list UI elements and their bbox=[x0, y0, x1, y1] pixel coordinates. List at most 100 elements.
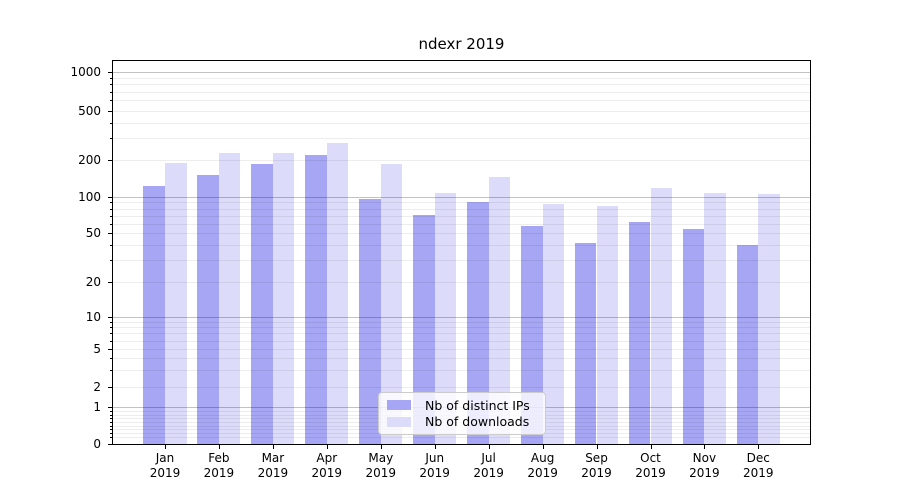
x-tick bbox=[542, 445, 544, 449]
y-tick-label: 100 bbox=[78, 189, 101, 204]
x-tick bbox=[596, 445, 598, 449]
x-tick bbox=[704, 445, 706, 449]
legend: Nb of distinct IPs Nb of downloads bbox=[378, 392, 546, 435]
legend-swatch-downloads bbox=[387, 416, 411, 427]
y-tick bbox=[108, 407, 112, 409]
y-minor-tick bbox=[110, 333, 112, 335]
bar-distinct-ips-jul bbox=[467, 201, 489, 444]
y-minor-tick bbox=[110, 223, 112, 225]
y-minor-tick bbox=[110, 429, 112, 431]
bar-downloads-oct bbox=[650, 187, 673, 444]
legend-item-downloads: Nb of downloads bbox=[387, 414, 537, 429]
plot-area: ndexr 2019 0 1 2 5 10 20 50 100 200 500 1000 Jan 201… bbox=[70, 35, 811, 480]
legend-label-distinct-ips: Nb of distinct IPs bbox=[425, 397, 530, 413]
y-tick bbox=[108, 160, 112, 161]
bar-downloads-nov bbox=[704, 192, 726, 444]
y-tick-label: 10 bbox=[85, 309, 101, 324]
y-tick-label: 200 bbox=[78, 153, 101, 167]
x-tick-label: Dec 2019 bbox=[743, 451, 774, 480]
bar-distinct-ips-jan bbox=[143, 186, 165, 444]
x-tick-label: Aug 2019 bbox=[527, 451, 558, 480]
y-minor-tick bbox=[110, 215, 112, 217]
gridline bbox=[113, 122, 810, 124]
y-minor-tick bbox=[110, 433, 112, 434]
y-minor-tick bbox=[110, 91, 112, 93]
legend-swatch-distinct-ips bbox=[387, 400, 411, 411]
bar-distinct-ips-mar bbox=[251, 164, 273, 444]
bar-distinct-ips-aug bbox=[521, 226, 543, 444]
y-tick bbox=[108, 349, 112, 351]
x-tick bbox=[272, 445, 274, 449]
bar-downloads-mar bbox=[272, 153, 295, 444]
x-tick-label: Jan 2019 bbox=[149, 451, 181, 480]
y-tick-label: 20 bbox=[85, 274, 101, 289]
y-tick-label: 0 bbox=[93, 437, 101, 451]
bar-downloads-apr bbox=[326, 143, 349, 444]
y-tick-label: 500 bbox=[78, 103, 101, 118]
legend-item-distinct-ips: Nb of distinct IPs bbox=[387, 398, 537, 413]
bar-distinct-ips-dec bbox=[736, 245, 759, 444]
y-tick bbox=[108, 281, 112, 283]
x-tick-label: Feb 2019 bbox=[203, 451, 235, 480]
y-tick bbox=[108, 196, 112, 198]
bar-distinct-ips-feb bbox=[197, 175, 219, 444]
x-tick bbox=[380, 445, 382, 449]
y-tick bbox=[108, 233, 112, 235]
bar-downloads-may bbox=[380, 164, 403, 444]
x-tick-label: Oct 2019 bbox=[635, 451, 666, 480]
bar-distinct-ips-nov bbox=[682, 229, 705, 444]
chart-title: ndexr 2019 bbox=[418, 35, 505, 53]
gridline bbox=[113, 77, 810, 79]
y-minor-tick bbox=[110, 260, 112, 262]
legend-label-downloads: Nb of downloads bbox=[425, 414, 530, 430]
x-tick-label: Apr 2019 bbox=[311, 451, 343, 480]
x-tick bbox=[218, 445, 220, 449]
y-minor-tick bbox=[110, 122, 112, 124]
y-minor-tick bbox=[110, 425, 112, 427]
y-tick bbox=[108, 386, 112, 388]
x-tick-label: Nov 2019 bbox=[689, 451, 720, 480]
y-minor-tick bbox=[110, 77, 112, 79]
bar-downloads-dec bbox=[758, 194, 780, 444]
bar-distinct-ips-may bbox=[359, 198, 381, 444]
gridline bbox=[113, 91, 810, 93]
y-minor-tick bbox=[110, 418, 112, 420]
bar-downloads-sep bbox=[596, 205, 619, 444]
y-minor-tick bbox=[110, 208, 112, 210]
y-minor-tick bbox=[110, 245, 112, 247]
y-minor-tick bbox=[110, 321, 112, 323]
bar-distinct-ips-sep bbox=[574, 242, 597, 444]
gridline bbox=[113, 84, 810, 86]
y-tick-label: 1000 bbox=[70, 65, 101, 79]
x-tick-label: Mar 2019 bbox=[257, 451, 289, 480]
x-tick-label: Jul 2019 bbox=[473, 451, 504, 480]
bar-downloads-jan bbox=[165, 162, 187, 444]
bar-distinct-ips-oct bbox=[628, 221, 651, 444]
y-minor-tick bbox=[110, 84, 112, 86]
y-minor-tick bbox=[110, 414, 112, 416]
x-tick bbox=[758, 445, 760, 449]
gridline bbox=[113, 100, 810, 102]
y-minor-tick bbox=[110, 358, 112, 360]
bar-downloads-jun bbox=[434, 192, 457, 444]
x-tick-label: May 2019 bbox=[365, 451, 397, 480]
y-minor-tick bbox=[110, 411, 112, 412]
y-minor-tick bbox=[110, 327, 112, 329]
y-tick bbox=[108, 444, 112, 445]
y-tick bbox=[108, 72, 112, 73]
bar-downloads-feb bbox=[218, 152, 241, 444]
y-minor-tick bbox=[110, 436, 112, 438]
y-minor-tick bbox=[110, 422, 112, 423]
y-tick-label: 2 bbox=[93, 379, 101, 394]
y-tick bbox=[108, 316, 112, 318]
x-tick bbox=[165, 445, 166, 449]
gridline bbox=[113, 72, 810, 73]
bar-downloads-aug bbox=[542, 204, 565, 444]
x-tick-label: Jun 2019 bbox=[419, 451, 450, 480]
y-tick-label: 1 bbox=[93, 400, 101, 415]
x-tick-label: Sep 2019 bbox=[581, 451, 612, 480]
y-tick-label: 5 bbox=[93, 342, 101, 357]
gridline bbox=[113, 138, 810, 140]
gridline bbox=[113, 160, 810, 161]
